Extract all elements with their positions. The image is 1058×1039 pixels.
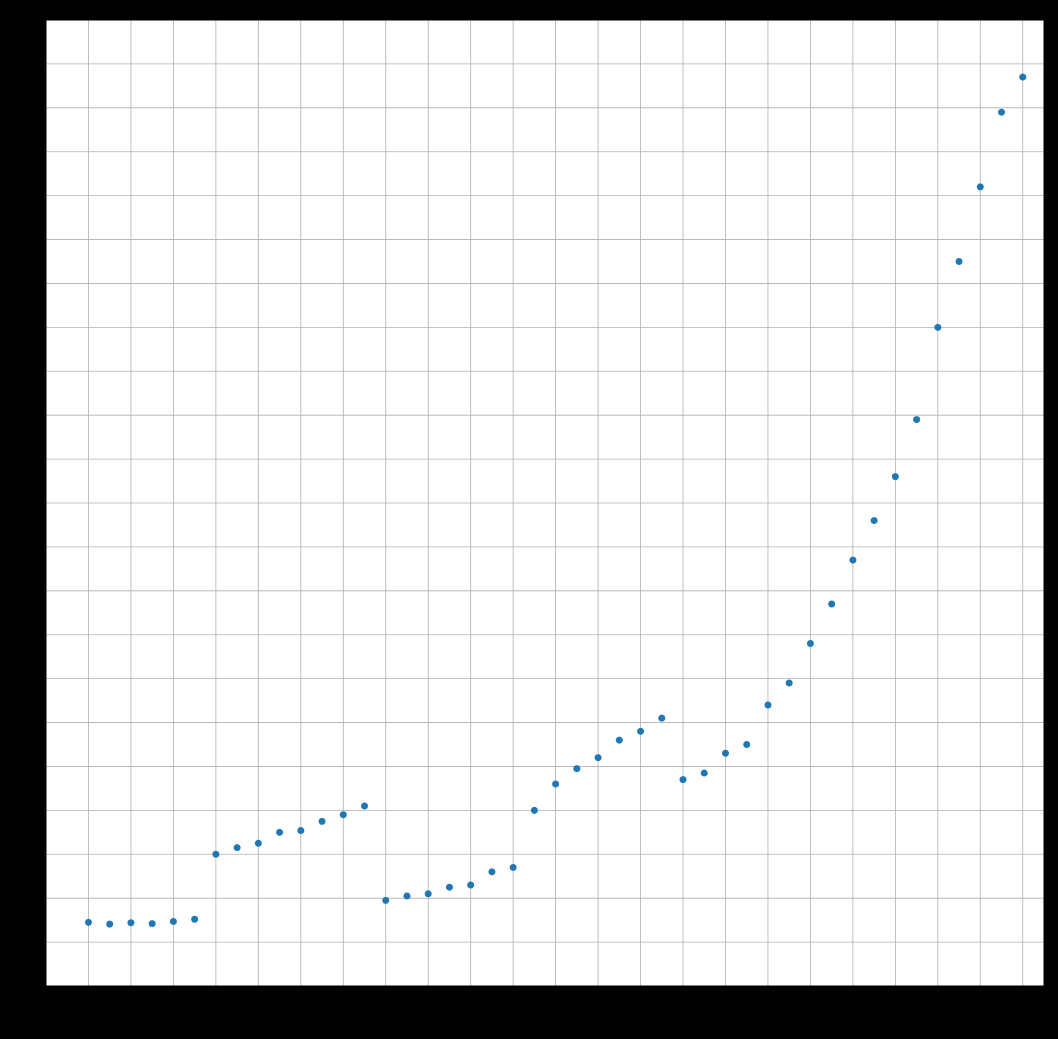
data-point [234,844,241,851]
data-point [595,754,602,761]
data-point [467,882,474,889]
data-point [807,640,814,647]
data-point [764,701,771,708]
data-point [849,557,856,564]
data-point [297,827,304,834]
data-point [106,921,113,928]
data-point [382,897,389,904]
data-point [552,781,559,788]
data-point [403,892,410,899]
data-point [871,517,878,524]
data-point [149,920,156,927]
data-point [212,851,219,858]
data-point [998,109,1005,116]
data-point [616,737,623,744]
data-point [446,884,453,891]
data-point [276,829,283,836]
data-point [127,919,134,926]
data-point [340,811,347,818]
data-point [531,807,538,814]
data-point [85,919,92,926]
data-point [510,864,517,871]
data-point [913,416,920,423]
data-point [425,890,432,897]
data-point [892,473,899,480]
data-point [191,916,198,923]
data-point [722,750,729,757]
data-point [828,600,835,607]
data-point [488,868,495,875]
data-point [743,741,750,748]
data-point [637,728,644,735]
data-point [658,715,665,722]
data-point [361,802,368,809]
data-point [170,918,177,925]
data-point [255,840,262,847]
data-point [977,183,984,190]
data-point [786,680,793,687]
data-point [956,258,963,265]
data-point [680,776,687,783]
data-point [701,770,708,777]
scatter-chart [0,0,1058,1039]
data-point [319,818,326,825]
data-point [1019,74,1026,81]
data-point [934,324,941,331]
data-point [573,765,580,772]
chart-svg [0,0,1058,1039]
